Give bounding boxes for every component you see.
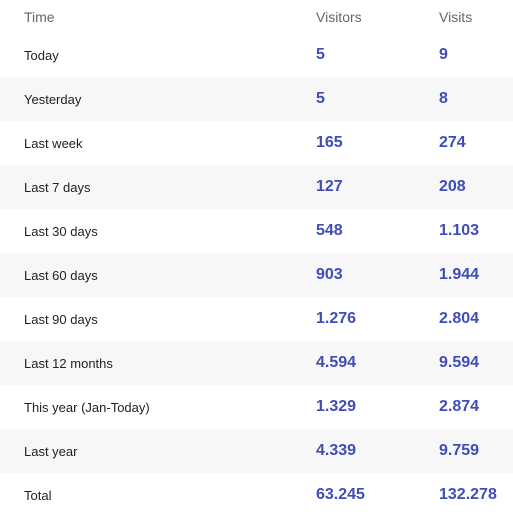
time-cell: Last 7 days <box>24 179 91 195</box>
header-cell: Time <box>24 8 55 25</box>
time-cell: Total <box>24 487 52 503</box>
table-row: Yesterday 5 8 <box>0 77 513 121</box>
visits-cell: 2.874 <box>439 398 480 415</box>
visitors-cell: 4.594 <box>316 354 357 371</box>
time-cell: Yesterday <box>24 91 82 107</box>
table-row: Total 63.245 132.278 <box>0 473 513 517</box>
visitors-cell: 903 <box>316 266 343 283</box>
table-row: Last 30 days 548 1.103 <box>0 209 513 253</box>
visitors-cell: 1.276 <box>316 310 357 327</box>
table-row: Last 12 months 4.594 9.594 <box>0 341 513 385</box>
time-cell: This year (Jan-Today) <box>24 399 150 415</box>
table-row: This year (Jan-Today) 1.329 2.874 <box>0 385 513 429</box>
table-row: Last 7 days 127 208 <box>0 165 513 209</box>
visits-cell: 8 <box>439 90 448 107</box>
time-cell: Last year <box>24 443 78 459</box>
visitors-cell: 63.245 <box>316 486 365 503</box>
time-cell: Last 90 days <box>24 311 98 327</box>
time-cell: Last 60 days <box>24 267 98 283</box>
table-row: Last week 165 274 <box>0 121 513 165</box>
table-row: Today 5 9 <box>0 33 513 77</box>
time-cell: Last 12 months <box>24 355 113 371</box>
visitors-cell: 4.339 <box>316 442 357 459</box>
header-row: Time Visitors Visits <box>0 0 513 33</box>
visitors-cell: 5 <box>316 90 325 107</box>
visits-cell: 2.804 <box>439 310 480 327</box>
visits-cell: 9.759 <box>439 442 480 459</box>
table-row: Last 90 days 1.276 2.804 <box>0 297 513 341</box>
time-cell: Last 30 days <box>24 223 98 239</box>
visitors-cell: 1.329 <box>316 398 357 415</box>
time-cell: Today <box>24 47 59 63</box>
visitors-cell: 548 <box>316 222 343 239</box>
header-cell: Visitors <box>316 8 362 25</box>
visits-cell: 1.103 <box>439 222 480 239</box>
table-row: Last year 4.339 9.759 <box>0 429 513 473</box>
visits-cell: 9.594 <box>439 354 480 371</box>
visits-cell: 132.278 <box>439 486 497 503</box>
time-cell: Last week <box>24 135 83 151</box>
visits-cell: 208 <box>439 178 466 195</box>
visitors-cell: 5 <box>316 46 325 63</box>
header-cell: Visits <box>439 8 473 25</box>
visitors-cell: 165 <box>316 134 343 151</box>
table-row: Last 60 days 903 1.944 <box>0 253 513 297</box>
visits-cell: 274 <box>439 134 466 151</box>
visits-cell: 9 <box>439 46 448 63</box>
visits-cell: 1.944 <box>439 266 480 283</box>
visitors-cell: 127 <box>316 178 343 195</box>
